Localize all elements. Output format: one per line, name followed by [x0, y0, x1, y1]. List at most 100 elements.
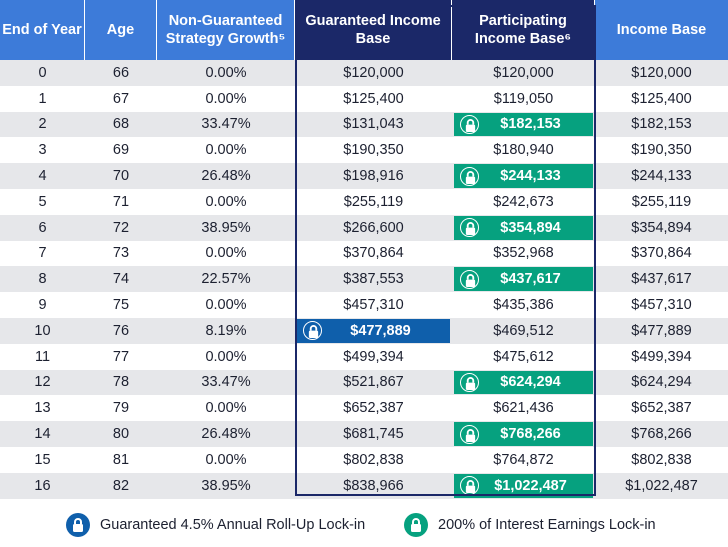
- header-participating-income-base: Participating Income Base⁶: [452, 0, 595, 60]
- cell-participating: $119,050: [493, 90, 554, 107]
- cell-participating: $475,612: [493, 348, 554, 365]
- cell-participating: $624,294: [452, 370, 595, 396]
- cell-participating: $182,153: [452, 112, 595, 138]
- cell-age: 69: [112, 142, 130, 159]
- table-body: 0 66 0.00% $120,000 $120,000 $120,000 1 67 0.00%…: [0, 60, 728, 499]
- cell-guaranteed: $370,864: [343, 245, 404, 262]
- cell-year: 9: [38, 297, 47, 314]
- cell-guaranteed: $198,916: [343, 168, 404, 185]
- cell-participating: $435,386: [493, 297, 554, 314]
- cell-growth: 33.47%: [201, 374, 251, 391]
- lock-icon: [460, 269, 479, 289]
- income-base-table: End of Year Age Non-Guaranteed Strategy …: [0, 0, 728, 499]
- cell-year: 3: [38, 142, 47, 159]
- cell-age: 67: [112, 90, 130, 107]
- cell-year: 7: [38, 245, 47, 262]
- cell-year: 5: [38, 193, 47, 210]
- cell-participating: $352,968: [493, 245, 554, 262]
- lock-icon: [460, 424, 479, 444]
- cell-income: $190,350: [631, 142, 692, 159]
- cell-participating: $244,133: [452, 163, 595, 189]
- lock-icon: [404, 513, 428, 537]
- lock-in-highlight: $244,133: [454, 164, 593, 188]
- cell-growth: 0.00%: [205, 451, 247, 468]
- cell-participating: $437,617: [452, 266, 595, 292]
- cell-age: 68: [112, 116, 130, 133]
- table-row: 14 80 26.48% $681,745 $768,266 $768,266: [0, 421, 728, 447]
- cell-guaranteed: $266,600: [343, 219, 404, 236]
- cell-value: $624,294: [500, 374, 561, 391]
- cell-age: 81: [112, 451, 130, 468]
- cell-participating: $354,894: [452, 215, 595, 241]
- table-row: 5 71 0.00% $255,119 $242,673 $255,119: [0, 189, 728, 215]
- cell-value: $477,889: [350, 322, 411, 339]
- cell-growth: 33.47%: [201, 116, 251, 133]
- cell-income: $354,894: [631, 219, 692, 236]
- cell-growth: 26.48%: [201, 426, 251, 443]
- cell-year: 14: [34, 426, 51, 443]
- lock-in-highlight: $477,889: [297, 318, 450, 343]
- cell-growth: 8.19%: [205, 322, 247, 339]
- lock-in-highlight: $1,022,487: [454, 473, 593, 498]
- cell-participating: $764,872: [493, 451, 554, 468]
- cell-age: 71: [112, 193, 130, 210]
- cell-year: 11: [34, 348, 51, 365]
- header-end-of-year: End of Year: [0, 0, 85, 60]
- cell-growth: 0.00%: [205, 245, 247, 262]
- cell-guaranteed: $131,043: [343, 116, 404, 133]
- cell-income: $437,617: [631, 271, 692, 288]
- cell-growth: 0.00%: [205, 348, 247, 365]
- table-row: 2 68 33.47% $131,043 $182,153 $182,153: [0, 111, 728, 138]
- cell-growth: 0.00%: [205, 297, 247, 314]
- cell-age: 80: [112, 426, 130, 443]
- table-row: 7 73 0.00% $370,864 $352,968 $370,864: [0, 241, 728, 267]
- lock-icon: [460, 218, 479, 238]
- cell-income: $370,864: [631, 245, 692, 262]
- cell-year: 13: [34, 400, 51, 417]
- cell-participating: $768,266: [452, 421, 595, 447]
- cell-age: 77: [112, 348, 130, 365]
- lock-in-highlight: $182,153: [454, 112, 593, 137]
- header-guaranteed-income-base: Guaranteed Income Base: [295, 0, 452, 60]
- header-income-base: Income Base: [595, 0, 728, 60]
- cell-income: $652,387: [631, 400, 692, 417]
- cell-income: $768,266: [631, 426, 692, 443]
- cell-income: $125,400: [631, 90, 692, 107]
- cell-guaranteed: $838,966: [343, 477, 404, 494]
- cell-age: 66: [112, 64, 130, 81]
- cell-value: $244,133: [500, 168, 561, 185]
- table-row: 6 72 38.95% $266,600 $354,894 $354,894: [0, 214, 728, 241]
- cell-age: 74: [112, 271, 130, 288]
- cell-age: 75: [112, 297, 130, 314]
- legend-label-guaranteed: Guaranteed 4.5% Annual Roll-Up Lock-in: [100, 517, 366, 533]
- cell-income: $457,310: [631, 297, 692, 314]
- cell-year: 8: [38, 271, 47, 288]
- table-row: 12 78 33.47% $521,867 $624,294 $624,294: [0, 369, 728, 396]
- cell-age: 72: [112, 219, 130, 236]
- cell-income: $120,000: [631, 64, 692, 81]
- cell-guaranteed: $499,394: [343, 348, 404, 365]
- cell-guaranteed: $521,867: [343, 374, 404, 391]
- cell-guaranteed: $802,838: [343, 451, 404, 468]
- cell-age: 79: [112, 400, 130, 417]
- cell-guaranteed: $120,000: [343, 64, 404, 81]
- cell-guaranteed: $190,350: [343, 142, 404, 159]
- cell-guaranteed: $387,553: [343, 271, 404, 288]
- table-row: 16 82 38.95% $838,966 $1,022,487 $1,022,487: [0, 472, 728, 499]
- cell-year: 4: [38, 168, 47, 185]
- cell-year: 10: [34, 322, 51, 339]
- cell-guaranteed: $681,745: [343, 426, 404, 443]
- lock-icon: [460, 114, 479, 134]
- cell-income: $624,294: [631, 374, 692, 391]
- cell-income: $802,838: [631, 451, 692, 468]
- table-row: 0 66 0.00% $120,000 $120,000 $120,000: [0, 60, 728, 86]
- cell-income: $244,133: [631, 168, 692, 185]
- cell-income: $255,119: [631, 193, 692, 210]
- cell-growth: 22.57%: [201, 271, 251, 288]
- lock-icon: [460, 166, 479, 186]
- cell-guaranteed: $477,889: [295, 318, 452, 344]
- header-strategy-growth: Non-Guaranteed Strategy Growth⁵: [157, 0, 295, 60]
- legend-label-participating: 200% of Interest Earnings Lock-in: [438, 517, 656, 533]
- table-row: 13 79 0.00% $652,387 $621,436 $652,387: [0, 395, 728, 421]
- cell-participating: $1,022,487: [452, 473, 595, 499]
